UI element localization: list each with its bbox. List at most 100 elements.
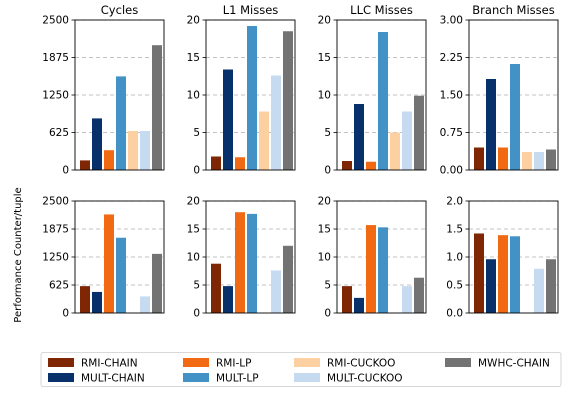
- bar-mwhc-chain: [283, 245, 293, 313]
- bar-mult-chain: [354, 104, 364, 170]
- legend-label: MULT-CHAIN: [81, 373, 145, 385]
- legend-swatch: [48, 373, 74, 382]
- y-tick-label: 5: [324, 127, 331, 139]
- axes-frame: [205, 200, 296, 314]
- bar-mult-cuckoo: [271, 270, 281, 313]
- y-tick-label: 0.0: [446, 308, 463, 320]
- bar-mult-cuckoo: [534, 268, 544, 313]
- y-tick-label: 0: [324, 308, 331, 320]
- y-tick-label: 0.5: [446, 280, 463, 292]
- axes-frame: [205, 19, 296, 171]
- axes-frame: [336, 19, 427, 171]
- y-tick-label: 20: [318, 196, 331, 208]
- y-tick-label: 1250: [42, 90, 69, 102]
- bar-mult-chain: [92, 291, 102, 313]
- bar-mult-chain: [486, 259, 496, 313]
- bar-rmi-chain: [474, 147, 484, 170]
- axes-frame: [74, 19, 165, 171]
- y-tick-label: 0: [193, 165, 200, 177]
- bar-rmi-cuckoo: [259, 111, 269, 170]
- axes-frame: [468, 19, 559, 171]
- y-tick-label: 0.00: [440, 165, 463, 177]
- y-tick-label: 1.0: [446, 252, 463, 264]
- bar-rmi-lp: [498, 235, 508, 313]
- bar-mult-chain: [223, 286, 233, 313]
- subplot-r2c2: 0 5 10 15 20: [187, 196, 296, 320]
- bar-mult-cuckoo: [402, 286, 412, 313]
- bar-mult-lp: [247, 213, 257, 313]
- y-tick-label: 10: [318, 252, 331, 264]
- bar-mult-lp: [116, 237, 126, 313]
- legend-label: MWHC-CHAIN: [478, 358, 550, 370]
- bar-rmi-chain: [211, 156, 221, 170]
- legend-swatch: [183, 358, 209, 367]
- bar-rmi-cuckoo: [522, 152, 532, 170]
- axes-frame: [336, 200, 427, 314]
- bar-mult-cuckoo: [140, 296, 150, 313]
- y-tick-label: 10: [187, 252, 200, 264]
- subplot-r2c1: 0 625 1250 1875 2500: [42, 196, 165, 320]
- legend-label: RMI-CHAIN: [81, 358, 138, 370]
- y-tick-label: 0: [324, 165, 331, 177]
- y-axis-label: Performance Counter/tuple: [13, 187, 24, 322]
- bar-rmi-chain: [211, 263, 221, 313]
- y-tick-label: 2500: [42, 196, 69, 208]
- y-tick-label: 1.5: [446, 224, 463, 236]
- bar-rmi-lp: [104, 150, 114, 170]
- bar-rmi-lp: [366, 225, 376, 313]
- y-tick-label: 625: [49, 127, 69, 139]
- bar-mult-lp: [378, 32, 388, 170]
- bar-rmi-lp: [104, 214, 114, 313]
- legend-swatch: [294, 373, 320, 382]
- subplot-title: Branch Misses: [472, 3, 554, 17]
- legend-label: RMI-CUCKOO: [327, 358, 395, 370]
- subplot-r1c1: 0 625 1250 1875 2500 Cycles: [42, 3, 165, 177]
- axes-frame: [468, 200, 559, 314]
- bar-mwhc-chain: [414, 277, 424, 313]
- legend-swatch: [294, 358, 320, 367]
- y-tick-label: 0: [193, 308, 200, 320]
- y-tick-label: 0: [62, 165, 69, 177]
- y-tick-label: 20: [187, 196, 200, 208]
- bar-rmi-lp: [235, 157, 245, 170]
- axes-frame: [74, 200, 165, 314]
- bar-mult-lp: [510, 236, 520, 313]
- bar-mult-chain: [223, 69, 233, 170]
- y-tick-label: 10: [187, 90, 200, 102]
- bar-mult-lp: [247, 26, 257, 170]
- subplot-title: LLC Misses: [350, 3, 413, 17]
- y-tick-label: 15: [318, 52, 331, 64]
- bar-mwhc-chain: [414, 95, 424, 170]
- y-tick-label: 3.00: [440, 15, 463, 27]
- bar-mult-cuckoo: [271, 75, 281, 170]
- bar-rmi-lp: [498, 147, 508, 170]
- y-tick-label: 5: [193, 280, 200, 292]
- bar-rmi-lp: [366, 161, 376, 170]
- bar-mult-cuckoo: [402, 111, 412, 170]
- subplot-r2c3: 0 5 10 15 20: [318, 196, 427, 320]
- legend: RMI-CHAIN MULT-CHAIN RMI-LP MULT-LP RMI-CUCK…: [40, 352, 562, 387]
- bar-mwhc-chain: [283, 31, 293, 170]
- bar-mult-cuckoo: [140, 131, 150, 170]
- legend-frame: [40, 352, 562, 387]
- bar-rmi-chain: [342, 286, 352, 313]
- bar-mult-chain: [486, 79, 496, 170]
- legend-swatch: [445, 358, 471, 367]
- bar-mult-lp: [510, 64, 520, 170]
- bar-rmi-cuckoo: [390, 132, 400, 170]
- bar-mult-lp: [116, 76, 126, 170]
- subplot-r1c2: 0 5 10 15 20 L1 Misses: [187, 3, 296, 177]
- bar-mwhc-chain: [152, 45, 162, 171]
- bar-mult-chain: [354, 297, 364, 313]
- y-tick-label: 2500: [42, 15, 69, 27]
- y-tick-label: 1875: [42, 52, 69, 64]
- subplot-r1c4: 0.00 0.75 1.50 2.25 3.00 Branch Misses: [440, 3, 559, 177]
- legend-swatch: [183, 373, 209, 382]
- bar-rmi-chain: [474, 233, 484, 313]
- y-tick-label: 1875: [42, 224, 69, 236]
- bar-mult-cuckoo: [534, 152, 544, 170]
- y-tick-label: 20: [318, 15, 331, 27]
- subplot-title: Cycles: [101, 3, 138, 17]
